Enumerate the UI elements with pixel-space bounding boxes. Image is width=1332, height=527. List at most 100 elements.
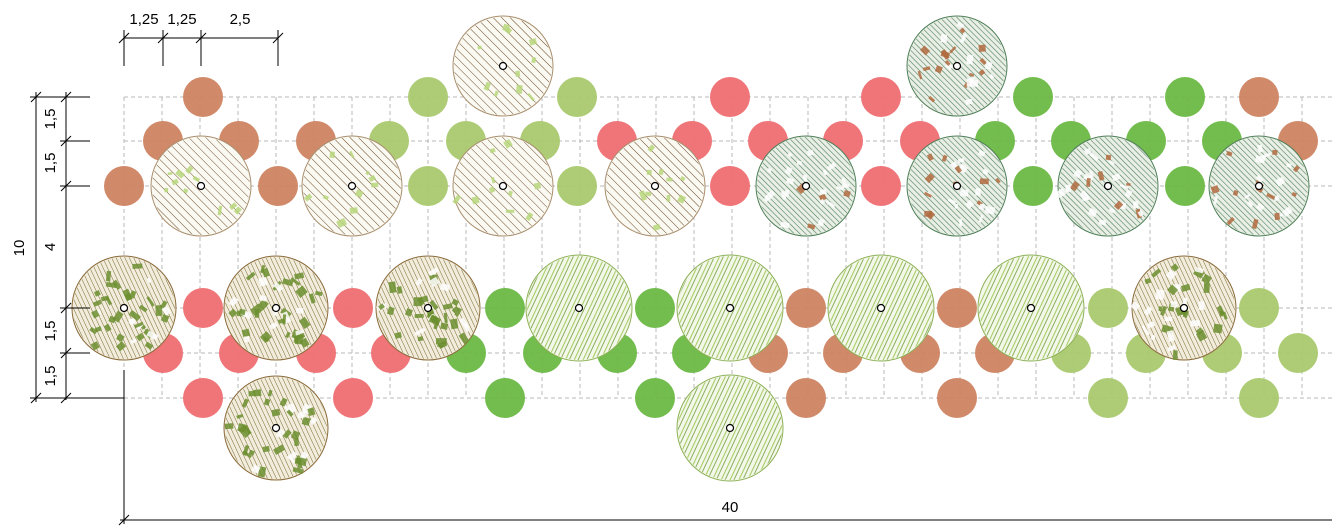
shrub [333, 378, 373, 418]
canopy-texture [644, 191, 652, 197]
canopy-texture [233, 206, 242, 215]
canopy-texture [134, 321, 144, 329]
canopy-texture [1213, 195, 1218, 204]
tree-stripe [977, 254, 1085, 362]
canopy-texture [299, 337, 310, 349]
canopy-texture [780, 190, 787, 200]
canopy-texture [160, 300, 168, 309]
canopy-texture [135, 332, 145, 342]
canopy-texture [1124, 189, 1133, 199]
shrub [1088, 378, 1128, 418]
canopy-texture [279, 397, 288, 407]
canopy-texture [1286, 162, 1292, 168]
canopy-texture [105, 281, 117, 289]
canopy-texture [192, 175, 201, 183]
shrub [104, 166, 144, 206]
canopy-texture [386, 306, 395, 316]
canopy-texture [796, 160, 803, 166]
canopy-texture [502, 23, 511, 32]
canopy-texture [1158, 306, 1163, 312]
shrub [1239, 378, 1279, 418]
canopy-texture [516, 84, 523, 94]
canopy-texture [314, 290, 323, 297]
canopy-texture [1113, 200, 1124, 211]
canopy-texture [978, 69, 986, 76]
canopy-texture [1108, 160, 1115, 166]
canopy-texture [979, 57, 987, 66]
canopy-texture [112, 279, 122, 290]
canopy-texture [483, 81, 492, 91]
shrub [485, 288, 525, 328]
canopy-texture [1132, 200, 1139, 209]
canopy-texture [1088, 170, 1094, 178]
canopy-texture [415, 277, 423, 286]
canopy-texture [228, 308, 238, 318]
canopy-texture [1172, 350, 1178, 360]
canopy-texture [1167, 344, 1176, 352]
tree-olive [375, 255, 481, 361]
canopy-texture [505, 209, 515, 213]
canopy-texture [271, 408, 281, 417]
shrub [1088, 288, 1128, 328]
canopy-texture [442, 303, 453, 310]
canopy-texture [968, 72, 975, 77]
canopy-texture [414, 327, 426, 337]
canopy-texture [140, 324, 147, 330]
canopy-texture [947, 198, 957, 205]
canopy-texture [428, 314, 442, 326]
canopy-texture [301, 416, 311, 426]
tree-stripe [676, 374, 784, 482]
canopy-texture [438, 340, 448, 349]
dim-left-total: 10 [11, 240, 28, 257]
canopy-texture [978, 44, 986, 52]
canopy-texture [259, 294, 267, 302]
canopy-texture [825, 199, 831, 206]
canopy-texture [503, 138, 513, 149]
tree-trunk-marker [271, 303, 281, 313]
canopy-texture [677, 194, 687, 204]
canopy-texture [1055, 188, 1067, 199]
canopy-texture [488, 186, 496, 194]
canopy-texture [90, 341, 100, 351]
tree-trunk-marker [196, 181, 206, 191]
dim-left-part-4: 1,5 [42, 321, 59, 342]
canopy-texture [1194, 266, 1204, 274]
canopy-texture [1266, 192, 1276, 200]
tree-layer [71, 15, 1310, 482]
canopy-texture [105, 296, 113, 306]
canopy-texture [105, 270, 112, 282]
canopy-texture [428, 267, 440, 277]
canopy-texture [443, 312, 448, 323]
canopy-texture [439, 283, 450, 292]
canopy-texture [452, 194, 462, 205]
shrub [1165, 77, 1205, 117]
canopy-texture [396, 286, 403, 294]
canopy-texture [1195, 327, 1204, 336]
canopy-texture [91, 309, 100, 319]
canopy-texture [1160, 305, 1168, 316]
canopy-texture [454, 307, 463, 317]
tree-trunk-marker [1179, 303, 1189, 313]
canopy-texture [531, 56, 537, 64]
canopy-texture [958, 218, 963, 227]
canopy-texture [940, 49, 950, 60]
canopy-texture [658, 168, 664, 176]
canopy-texture [928, 95, 936, 103]
tree-trunk-marker [1254, 181, 1264, 191]
canopy-texture [259, 331, 273, 344]
canopy-texture [282, 314, 287, 325]
canopy-texture [1203, 283, 1210, 294]
canopy-texture [275, 428, 285, 439]
shrub [408, 166, 448, 206]
canopy-texture [1167, 284, 1179, 296]
canopy-texture [260, 264, 266, 274]
tree-trunk-marker [271, 423, 281, 433]
canopy-texture [817, 218, 825, 227]
tree-stripe [525, 254, 633, 362]
canopy-texture [217, 205, 223, 216]
canopy-texture [984, 61, 993, 70]
canopy-texture [167, 171, 173, 176]
canopy-texture [258, 276, 268, 287]
canopy-texture [228, 296, 239, 307]
